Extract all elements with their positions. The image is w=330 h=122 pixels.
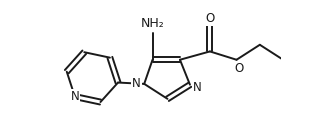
Text: O: O <box>234 62 244 75</box>
Text: N: N <box>193 81 202 94</box>
Text: N: N <box>71 90 79 103</box>
Text: NH₂: NH₂ <box>141 17 164 30</box>
Text: N: N <box>132 77 141 90</box>
Text: O: O <box>205 12 214 25</box>
